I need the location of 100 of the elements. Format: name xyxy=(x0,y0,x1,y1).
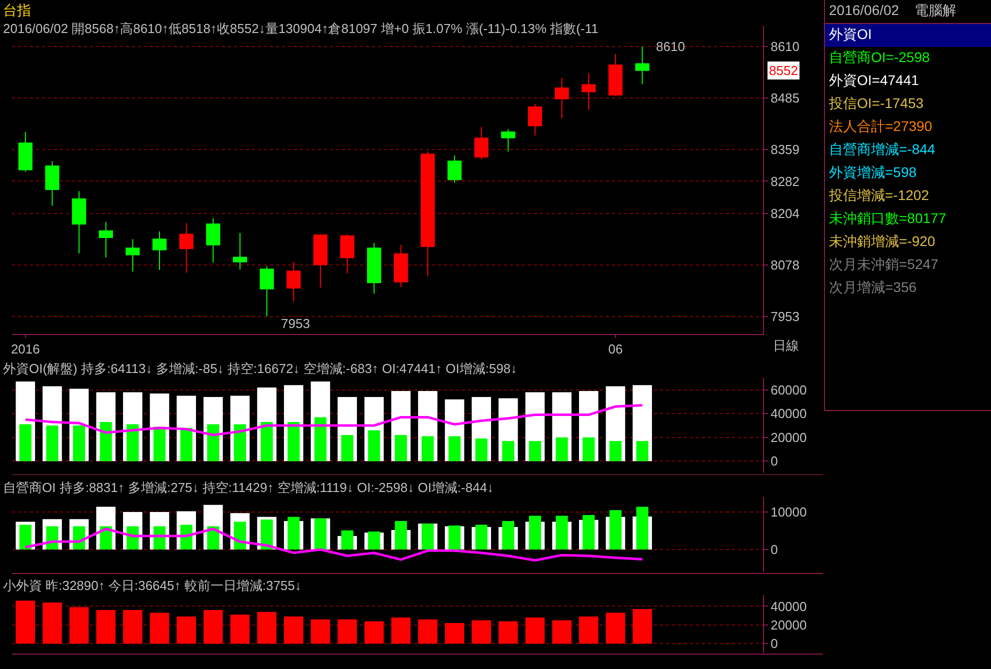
chart-title: 台指 xyxy=(3,2,31,20)
bar xyxy=(19,524,32,550)
y-tick-label: 40000 xyxy=(770,406,807,422)
bar xyxy=(582,515,595,550)
y-tick-label: 8610 xyxy=(770,39,800,54)
text: 未沖銷增減=-920 xyxy=(828,232,936,251)
text: 自營商OI=-2598 xyxy=(828,48,931,67)
bar xyxy=(69,607,89,644)
bar xyxy=(314,417,326,462)
bar xyxy=(636,506,648,550)
y-tick-label: 8204 xyxy=(770,206,800,221)
candlestick xyxy=(635,46,650,85)
bar xyxy=(180,428,192,462)
bar xyxy=(444,623,464,644)
candlestick xyxy=(474,126,488,160)
candlestick xyxy=(367,242,382,294)
bar xyxy=(636,440,648,462)
bar xyxy=(556,437,568,462)
candlestick xyxy=(286,262,301,302)
bar xyxy=(19,424,32,462)
bar xyxy=(448,526,461,550)
candlestick xyxy=(179,222,194,274)
candlestick xyxy=(18,131,32,172)
annotation: 8610 xyxy=(656,39,685,54)
chart-subtitle: 2016/06/02 開8568↑高8610↑低8518↑收8552↓量130904↑倉81097 增+0 振1.07% 漲(-11)-0.13% 指數(-11 xyxy=(3,20,598,38)
bar xyxy=(284,616,304,644)
y-tick-label: 60000 xyxy=(770,382,807,398)
candlestick xyxy=(45,160,60,206)
text: 外資OI=47441 xyxy=(828,71,920,90)
bar xyxy=(368,532,380,550)
bar xyxy=(207,424,220,462)
bar xyxy=(46,426,58,462)
bar xyxy=(606,612,626,644)
bar xyxy=(234,424,246,462)
y-tick-label: 8485 xyxy=(770,90,800,106)
y-tick-label: 20000 xyxy=(770,430,807,445)
bar xyxy=(422,436,434,462)
bar xyxy=(288,516,300,550)
bar xyxy=(288,422,300,462)
candlestick xyxy=(501,128,516,152)
text: 未沖銷口數=80177 xyxy=(828,209,948,228)
bar xyxy=(338,619,357,644)
bar xyxy=(364,621,384,644)
candlestick xyxy=(98,221,113,258)
bar xyxy=(582,437,595,462)
chart-title: 2016/06/02 電腦解 xyxy=(829,2,957,18)
bar xyxy=(422,524,434,550)
y-tick-label: 8282 xyxy=(770,174,800,189)
bar xyxy=(418,619,438,644)
y-tick-label: 8359 xyxy=(770,142,800,158)
text: 外資增減=598 xyxy=(828,163,918,182)
bar xyxy=(42,602,62,644)
y-tick-label: 0 xyxy=(770,636,778,652)
bar xyxy=(260,520,273,550)
bar xyxy=(552,620,572,644)
text: 日線 xyxy=(773,338,799,353)
bar xyxy=(260,422,273,462)
candlestick xyxy=(126,238,140,272)
bar xyxy=(394,521,407,550)
bar xyxy=(257,612,276,644)
text: 次月增減=356 xyxy=(828,278,918,297)
line-series xyxy=(24,404,644,436)
bar xyxy=(230,614,250,644)
chart-title: 自營商OI 持多:8831↑ 多增減:275↓ 持空:11429↑ 空增減:1119↓ OI:-2598↓ OI增減:-844↓ xyxy=(3,479,494,497)
bar xyxy=(96,610,116,644)
annotation: 7953 xyxy=(281,316,310,331)
bar xyxy=(609,510,622,550)
x-tick-label: 2016 xyxy=(10,342,40,357)
text: 8552 xyxy=(769,63,798,78)
line-series xyxy=(24,528,644,562)
bar xyxy=(153,426,166,462)
bar xyxy=(525,617,545,644)
text: 自營商增減=-844 xyxy=(828,140,936,159)
y-tick-label: 10000 xyxy=(770,504,807,520)
bar xyxy=(472,620,492,644)
bar xyxy=(150,612,170,644)
bar xyxy=(204,610,223,644)
bar xyxy=(314,518,326,550)
bar xyxy=(341,435,354,462)
bar xyxy=(502,440,514,462)
candlestick xyxy=(152,230,167,270)
x-tick-label: 06 xyxy=(608,342,623,357)
bar xyxy=(126,424,139,462)
bar xyxy=(123,610,142,644)
y-tick-label: 0 xyxy=(770,542,778,558)
y-tick-label: 7953 xyxy=(770,308,800,324)
candlestick xyxy=(340,234,354,274)
candlestick xyxy=(206,218,220,264)
text: 投信OI=-17453 xyxy=(828,94,925,113)
y-tick-label: 8078 xyxy=(770,258,800,273)
bar xyxy=(632,609,652,644)
chart-title: 小外資 昨:32890↑ 今日:36645↑ 較前一日增減:3755↓ xyxy=(3,577,302,595)
bar xyxy=(394,435,407,462)
y-tick-label: 20000 xyxy=(770,617,807,632)
text: 投信增減=-1202 xyxy=(828,186,930,205)
bar xyxy=(502,521,514,550)
candlestick xyxy=(72,190,86,254)
bar xyxy=(528,516,542,550)
bar xyxy=(368,430,380,462)
bar xyxy=(448,436,461,462)
